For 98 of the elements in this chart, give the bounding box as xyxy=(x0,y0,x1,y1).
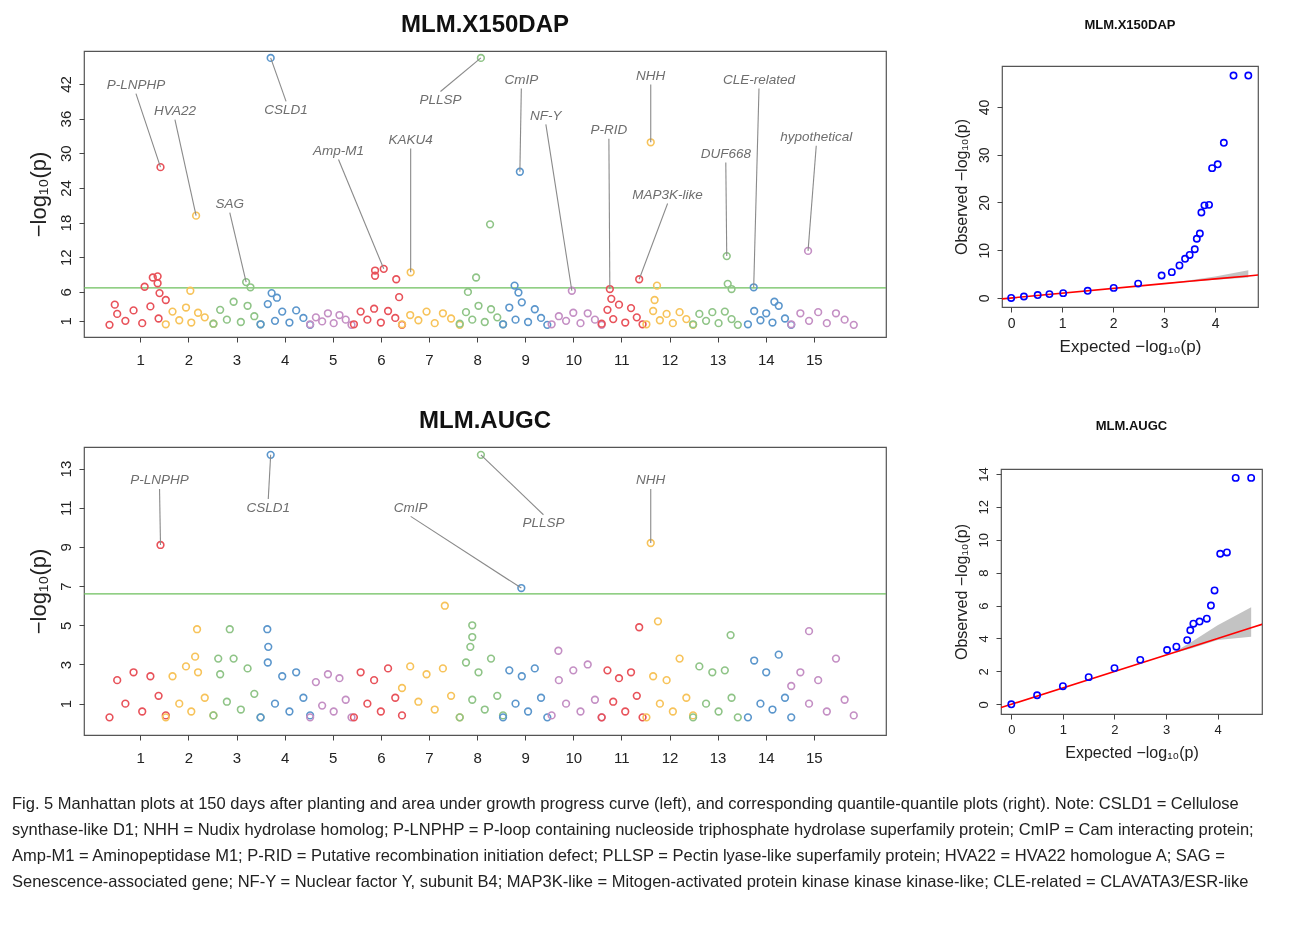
x-tick-label: 3 xyxy=(232,350,242,368)
y-tick-label: 13 xyxy=(56,460,74,478)
y-tick-label: 0 xyxy=(975,701,991,709)
y-tick-label: 14 xyxy=(975,467,991,482)
x-tick-label: 9 xyxy=(521,748,530,766)
y-tick-label: 2 xyxy=(975,668,991,676)
x-tick-label: 15 xyxy=(805,748,823,766)
x-tick-label: 12 xyxy=(661,748,679,766)
x-tick-label: 9 xyxy=(521,350,530,368)
y-tick-label: 6 xyxy=(975,602,991,610)
x-tick-label: 13 xyxy=(709,748,727,766)
y-tick-label: 10 xyxy=(975,242,992,259)
y-axis-title: Observed −log₁₀(p) xyxy=(952,118,970,256)
caption: Fig. 5 Manhattan plots at 150 days after planting and area under growth progress curve (left), and corresponding quantile-quantile plots (right). Note: CSLD1 = Cellulose synthase-like D1; NHH = Nudix hydrolase homolog; P-LNPHP = P-loop containing nucleoside triphosphate hydrolase superfamily protein; CmIP = Cam interacting protein; Amp-M1 = Aminopeptidase M1; P-RID = Putative recombination initiation defect; PLLSP = Pectin lyase-like superfamily protein; HVA22 = HVA22 homologue A; SAG = Senescence-associated gene; NF-Y = Nuclear factor Y, subunit B4; MAP3K-like = Mitogen-activated protein kinase kinase kinase-like; CLE-related = CLAVATA3/ESR-like xyxy=(12,793,1255,892)
annotation: NF-Y xyxy=(530,107,563,123)
x-tick-label: 11 xyxy=(614,748,630,766)
annotation: hypothetical xyxy=(780,129,854,145)
x-tick-label: 7 xyxy=(425,350,434,368)
annotation: Amp-M1 xyxy=(312,142,365,158)
x-tick-label: 5 xyxy=(329,350,338,368)
chart-title: MLM.X150DAP xyxy=(1084,17,1176,32)
y-tick-label: 30 xyxy=(975,147,992,164)
x-tick-label: 0 xyxy=(1008,721,1016,737)
y-axis-title: −log₁₀(p) xyxy=(25,548,51,635)
y-tick-label: 42 xyxy=(56,76,74,93)
x-tick-label: 1 xyxy=(1059,721,1068,737)
y-tick-label: 18 xyxy=(56,214,74,232)
x-tick-label: 5 xyxy=(329,748,338,766)
x-tick-label: 14 xyxy=(757,350,775,368)
x-tick-label: 3 xyxy=(232,748,242,766)
annotation: P-RID xyxy=(590,122,628,138)
chart-title: MLM.AUGC xyxy=(419,406,551,433)
y-tick-label: 7 xyxy=(56,582,74,591)
y-tick-label: 10 xyxy=(975,533,991,548)
annotation: MAP3K-like xyxy=(632,186,703,202)
x-tick-label: 15 xyxy=(805,350,823,368)
y-tick-label: 12 xyxy=(56,249,74,267)
annotation: CSLD1 xyxy=(264,101,308,117)
x-tick-label: 2 xyxy=(184,748,194,766)
annotation: NHH xyxy=(636,472,666,488)
x-axis-title: Expected −log₁₀(p) xyxy=(1059,336,1202,356)
y-tick-label: 1 xyxy=(56,699,74,709)
annotation: CSLD1 xyxy=(246,499,291,515)
y-tick-label: 24 xyxy=(56,180,74,197)
annotation: DUF668 xyxy=(700,145,752,161)
annotation: NHH xyxy=(636,67,666,83)
x-tick-label: 1 xyxy=(1058,314,1067,331)
y-tick-label: 3 xyxy=(56,660,74,670)
x-tick-label: 12 xyxy=(661,350,679,368)
y-tick-label: 30 xyxy=(56,145,74,163)
x-axis-title: Expected −log₁₀(p) xyxy=(1065,743,1199,761)
y-tick-label: 0 xyxy=(975,294,992,303)
x-tick-label: 3 xyxy=(1160,314,1169,331)
x-tick-label: 4 xyxy=(1214,721,1222,737)
annotation: PLLSP xyxy=(419,92,462,108)
x-tick-label: 6 xyxy=(377,350,386,368)
x-tick-label: 3 xyxy=(1162,721,1171,737)
y-axis-title: −log₁₀(p) xyxy=(25,151,51,238)
x-tick-label: 10 xyxy=(565,350,583,368)
annotation: SAG xyxy=(215,196,245,212)
annotation: P-LNPHP xyxy=(130,472,189,488)
annotation: CLE-related xyxy=(722,71,796,87)
y-tick-label: 11 xyxy=(56,500,74,517)
x-tick-label: 7 xyxy=(425,748,434,766)
x-tick-label: 2 xyxy=(184,350,194,368)
y-tick-label: 5 xyxy=(56,621,74,630)
annotation: CmIP xyxy=(393,499,428,515)
x-tick-label: 8 xyxy=(473,350,482,368)
y-tick-label: 36 xyxy=(56,110,74,128)
annotation: CmIP xyxy=(504,71,539,87)
x-tick-label: 10 xyxy=(565,748,583,766)
x-tick-label: 1 xyxy=(136,350,145,368)
chart-title: MLM.AUGC xyxy=(1095,417,1168,433)
annotation: P-LNPHP xyxy=(106,77,166,93)
y-tick-label: 9 xyxy=(56,543,74,552)
x-tick-label: 13 xyxy=(709,350,727,368)
x-tick-label: 4 xyxy=(280,350,290,368)
x-tick-label: 14 xyxy=(757,748,775,766)
x-tick-label: 2 xyxy=(1111,721,1119,737)
y-axis-title: Observed −log₁₀(p) xyxy=(952,523,970,661)
y-tick-label: 8 xyxy=(975,569,991,577)
x-tick-label: 2 xyxy=(1109,314,1118,331)
x-tick-label: 0 xyxy=(1007,314,1016,331)
x-tick-label: 6 xyxy=(377,748,386,766)
y-tick-label: 12 xyxy=(975,500,991,515)
chart-title: MLM.X150DAP xyxy=(400,10,570,37)
y-tick-label: 6 xyxy=(56,288,74,297)
y-tick-label: 20 xyxy=(975,194,992,211)
x-tick-label: 11 xyxy=(614,350,630,368)
y-tick-label: 40 xyxy=(975,99,992,116)
annotation: PLLSP xyxy=(522,515,565,531)
annotation: KAKU4 xyxy=(388,131,433,147)
x-tick-label: 8 xyxy=(473,748,482,766)
y-tick-label: 4 xyxy=(975,635,991,643)
x-tick-label: 4 xyxy=(1211,314,1220,331)
x-tick-label: 1 xyxy=(136,748,145,766)
annotation: HVA22 xyxy=(153,103,197,119)
x-tick-label: 4 xyxy=(280,748,290,766)
